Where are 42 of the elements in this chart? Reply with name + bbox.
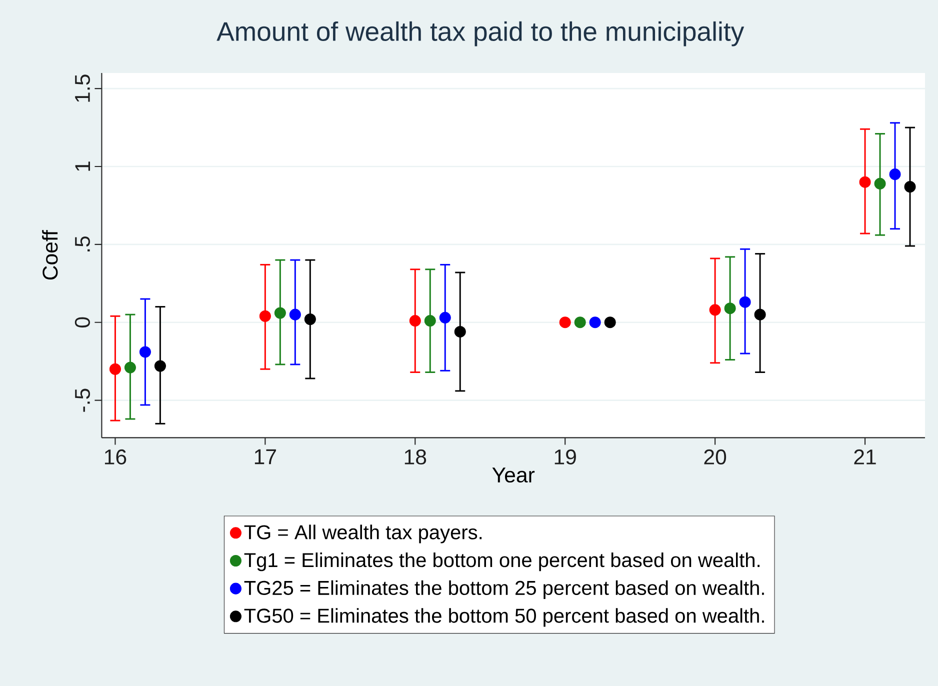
x-tick-label: 16 <box>104 449 126 465</box>
point <box>409 315 421 327</box>
x-tick-label: 20 <box>704 449 726 465</box>
point <box>709 304 721 316</box>
point <box>274 307 286 319</box>
point <box>874 178 886 190</box>
point <box>109 363 121 375</box>
y-tick-label: 0 <box>74 317 90 328</box>
point <box>739 296 751 308</box>
x-tick-label: 19 <box>554 449 576 465</box>
x-tick-label: 21 <box>854 449 876 464</box>
x-axis-title: Year <box>492 468 535 483</box>
y-tick-label: -.5 <box>75 388 90 412</box>
point <box>439 312 451 324</box>
legend-label: TG50 = Eliminates the bottom 50 percent based on wealth. <box>244 608 764 627</box>
y-tick-label: .5 <box>75 236 90 252</box>
legend-label: TG25 = Eliminates the bottom 25 percent based on wealth. <box>244 580 764 599</box>
point <box>289 308 301 320</box>
point <box>304 313 316 326</box>
point <box>259 310 271 322</box>
point <box>754 308 766 320</box>
point <box>574 316 586 328</box>
point <box>589 316 601 328</box>
x-tick-label: 17 <box>254 449 276 464</box>
chart-title: Amount of wealth tax paid to the municipality <box>216 21 744 46</box>
point <box>454 326 466 338</box>
point <box>859 176 871 188</box>
y-axis-title: Coeff <box>42 230 58 280</box>
y-tick-label: 1.5 <box>75 74 90 102</box>
point <box>904 181 916 193</box>
point <box>724 302 736 314</box>
legend-label: TG = All wealth tax payers. <box>244 524 482 544</box>
y-tick-label: 1 <box>75 162 90 171</box>
legend-label: Tg1 = Eliminates the bottom one percent based on wealth. <box>244 552 760 572</box>
point <box>424 315 436 327</box>
point <box>139 346 151 358</box>
point <box>559 316 571 328</box>
point <box>124 362 136 374</box>
x-tick-label: 18 <box>404 449 426 465</box>
point <box>604 316 616 328</box>
point <box>889 168 901 180</box>
point <box>154 360 166 372</box>
